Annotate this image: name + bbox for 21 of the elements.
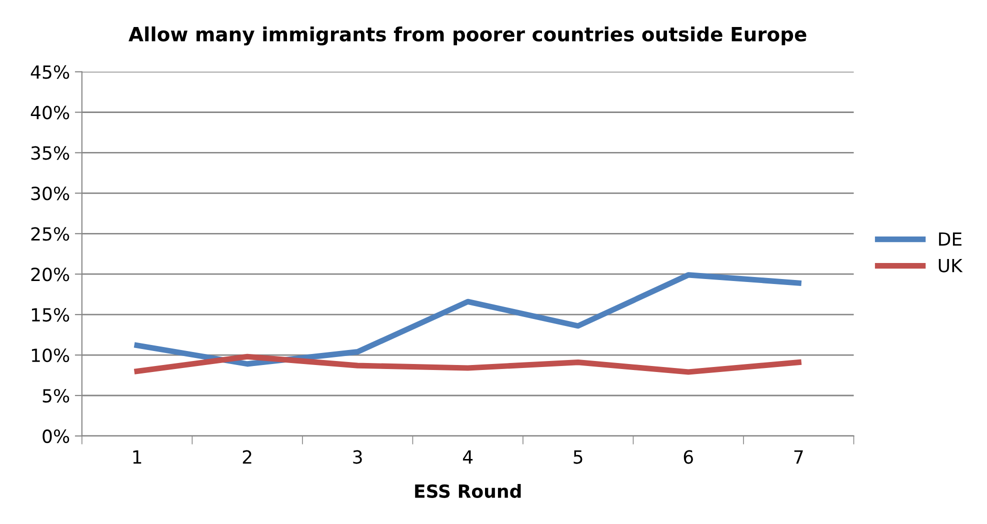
y-tick-label: 10% [32, 348, 70, 362]
legend-label: UK [938, 258, 963, 272]
chart-title: Allow many immigrants from poorer countries outside Europe [128, 26, 806, 46]
x-tick-label: 3 [353, 450, 362, 464]
x-tick-label: 1 [133, 450, 142, 464]
x-tick-label: 7 [794, 450, 803, 464]
y-tick-label: 45% [30, 65, 70, 79]
x-tick-label: 5 [574, 450, 582, 464]
legend-label: DE [939, 232, 962, 246]
y-tick-label: 15% [32, 308, 70, 322]
x-axis-title: ESS Round [415, 484, 521, 498]
y-tick-label: 0% [42, 429, 70, 444]
y-tick-label: 20% [31, 268, 70, 282]
y-tick-label: 25% [31, 227, 70, 241]
y-tick-label: 35% [31, 146, 70, 160]
y-tick-label: 5% [42, 388, 70, 403]
x-tick-label: 2 [242, 450, 252, 464]
y-tick-label: 40% [30, 106, 70, 120]
x-tick-label: 4 [462, 450, 473, 464]
x-tick-label: 6 [684, 450, 693, 464]
y-tick-label: 30% [31, 186, 70, 200]
